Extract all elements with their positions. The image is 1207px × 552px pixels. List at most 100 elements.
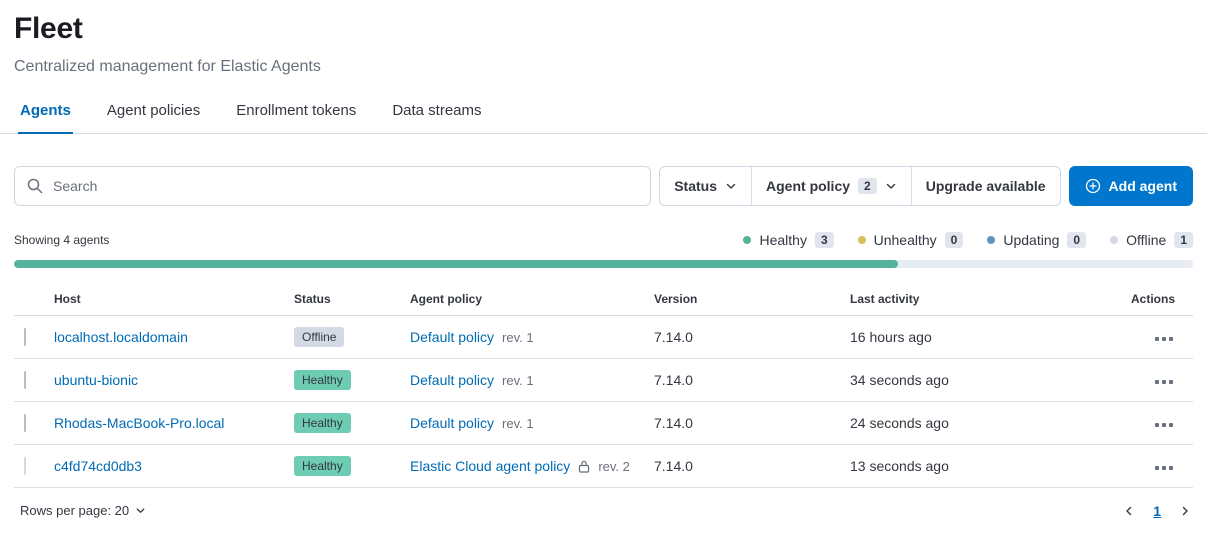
header-host: Host — [54, 292, 294, 306]
table-row: c4fd74cd0db3 Healthy Elastic Cloud agent… — [14, 445, 1193, 488]
page-title: Fleet — [14, 12, 1193, 46]
legend-count-badge: 0 — [945, 232, 964, 248]
table-row: localhost.localdomain Offline Default po… — [14, 316, 1193, 359]
tab-data-streams[interactable]: Data streams — [390, 96, 483, 134]
agent-policy-link[interactable]: Elastic Cloud agent policy — [410, 458, 570, 474]
agent-policy-link[interactable]: Default policy — [410, 329, 494, 345]
agent-policy-filter-button[interactable]: Agent policy 2 — [752, 167, 912, 205]
previous-page-button[interactable] — [1121, 503, 1137, 519]
filter-group: Status Agent policy 2 Upgrade available — [659, 166, 1060, 206]
rows-per-page-button[interactable]: Rows per page: 20 — [14, 502, 152, 519]
next-page-button[interactable] — [1177, 503, 1193, 519]
row-actions-button[interactable] — [1153, 460, 1175, 476]
fleet-page: Fleet Centralized management for Elastic… — [0, 0, 1207, 533]
status-badge: Offline — [294, 327, 344, 347]
chevron-down-icon — [725, 180, 737, 192]
chevron-down-icon — [885, 180, 897, 192]
search-input[interactable] — [51, 177, 638, 195]
host-link[interactable]: localhost.localdomain — [54, 329, 294, 345]
legend-item[interactable]: Healthy 3 — [743, 232, 833, 248]
health-bar — [14, 260, 1193, 268]
status-filter-button[interactable]: Status — [660, 167, 752, 205]
legend-count-badge: 3 — [815, 232, 834, 248]
agent-policy-link[interactable]: Default policy — [410, 415, 494, 431]
legend-label: Updating — [1003, 232, 1059, 248]
legend-item[interactable]: Unhealthy 0 — [858, 232, 964, 248]
upgrade-available-filter-label: Upgrade available — [926, 178, 1046, 194]
row-checkbox[interactable] — [24, 371, 26, 389]
last-activity-cell: 34 seconds ago — [850, 372, 1123, 388]
version-cell: 7.14.0 — [654, 458, 850, 474]
toolbar: Status Agent policy 2 Upgrade available … — [14, 166, 1193, 206]
page-number[interactable]: 1 — [1153, 503, 1161, 519]
upgrade-available-filter-button[interactable]: Upgrade available — [912, 167, 1060, 205]
version-cell: 7.14.0 — [654, 329, 850, 345]
legend-label: Offline — [1126, 232, 1166, 248]
rows-per-page-label: Rows per page: 20 — [20, 503, 129, 518]
row-checkbox[interactable] — [24, 414, 26, 432]
legend-count-badge: 0 — [1067, 232, 1086, 248]
table-body: localhost.localdomain Offline Default po… — [14, 316, 1193, 488]
policy-revision: rev. 1 — [502, 373, 534, 388]
status-badge: Healthy — [294, 456, 351, 476]
status-badge: Healthy — [294, 413, 351, 433]
legend-label: Healthy — [759, 232, 806, 248]
search-box[interactable] — [14, 166, 651, 206]
legend-item[interactable]: Offline 1 — [1110, 232, 1193, 248]
status-dot-icon — [858, 236, 866, 244]
add-agent-button[interactable]: Add agent — [1069, 166, 1193, 206]
row-checkbox[interactable] — [24, 457, 26, 475]
lock-icon — [578, 460, 590, 473]
pagination: 1 — [1121, 503, 1193, 519]
row-actions-button[interactable] — [1153, 374, 1175, 390]
row-checkbox[interactable] — [24, 328, 26, 346]
table-header-row: Host Status Agent policy Version Last ac… — [14, 282, 1193, 316]
host-link[interactable]: c4fd74cd0db3 — [54, 458, 294, 474]
tab-enrollment-tokens[interactable]: Enrollment tokens — [234, 96, 358, 134]
last-activity-cell: 13 seconds ago — [850, 458, 1123, 474]
summary-row: Showing 4 agents Healthy 3 Unhealthy 0 U… — [14, 232, 1193, 248]
chevron-down-icon — [135, 505, 146, 516]
add-agent-label: Add agent — [1109, 178, 1177, 194]
agents-count-text: Showing 4 agents — [14, 233, 109, 247]
last-activity-cell: 24 seconds ago — [850, 415, 1123, 431]
agent-policy-link[interactable]: Default policy — [410, 372, 494, 388]
host-link[interactable]: ubuntu-bionic — [54, 372, 294, 388]
header-actions: Actions — [1131, 292, 1193, 306]
health-bar-fill — [14, 260, 898, 268]
tab-agents[interactable]: Agents — [18, 96, 73, 134]
header-last-activity: Last activity — [850, 292, 1123, 306]
status-dot-icon — [987, 236, 995, 244]
row-actions-button[interactable] — [1153, 331, 1175, 347]
status-dot-icon — [1110, 236, 1118, 244]
header-agent-policy: Agent policy — [410, 292, 654, 306]
page-subtitle: Centralized management for Elastic Agent… — [14, 58, 1193, 76]
status-dot-icon — [743, 236, 751, 244]
legend-label: Unhealthy — [874, 232, 937, 248]
plus-circle-icon — [1085, 178, 1101, 194]
agent-policy-filter-label: Agent policy — [766, 178, 850, 194]
search-icon — [27, 178, 43, 194]
row-actions-button[interactable] — [1153, 417, 1175, 433]
status-filter-label: Status — [674, 178, 717, 194]
tab-bar: Agents Agent policies Enrollment tokens … — [0, 96, 1207, 134]
header-version: Version — [654, 292, 850, 306]
version-cell: 7.14.0 — [654, 415, 850, 431]
legend-item[interactable]: Updating 0 — [987, 232, 1086, 248]
table-row: ubuntu-bionic Healthy Default policy rev… — [14, 359, 1193, 402]
agent-policy-count-badge: 2 — [858, 178, 877, 194]
agents-table: Host Status Agent policy Version Last ac… — [14, 282, 1193, 488]
status-badge: Healthy — [294, 370, 351, 390]
policy-revision: rev. 2 — [598, 459, 630, 474]
header-status: Status — [294, 292, 410, 306]
host-link[interactable]: Rhodas-MacBook-Pro.local — [54, 415, 294, 431]
last-activity-cell: 16 hours ago — [850, 329, 1123, 345]
policy-revision: rev. 1 — [502, 330, 534, 345]
table-row: Rhodas-MacBook-Pro.local Healthy Default… — [14, 402, 1193, 445]
version-cell: 7.14.0 — [654, 372, 850, 388]
policy-revision: rev. 1 — [502, 416, 534, 431]
tab-agent-policies[interactable]: Agent policies — [105, 96, 202, 134]
health-legend: Healthy 3 Unhealthy 0 Updating 0 Offline… — [743, 232, 1193, 248]
legend-count-badge: 1 — [1174, 232, 1193, 248]
table-footer: Rows per page: 20 1 — [14, 502, 1193, 533]
